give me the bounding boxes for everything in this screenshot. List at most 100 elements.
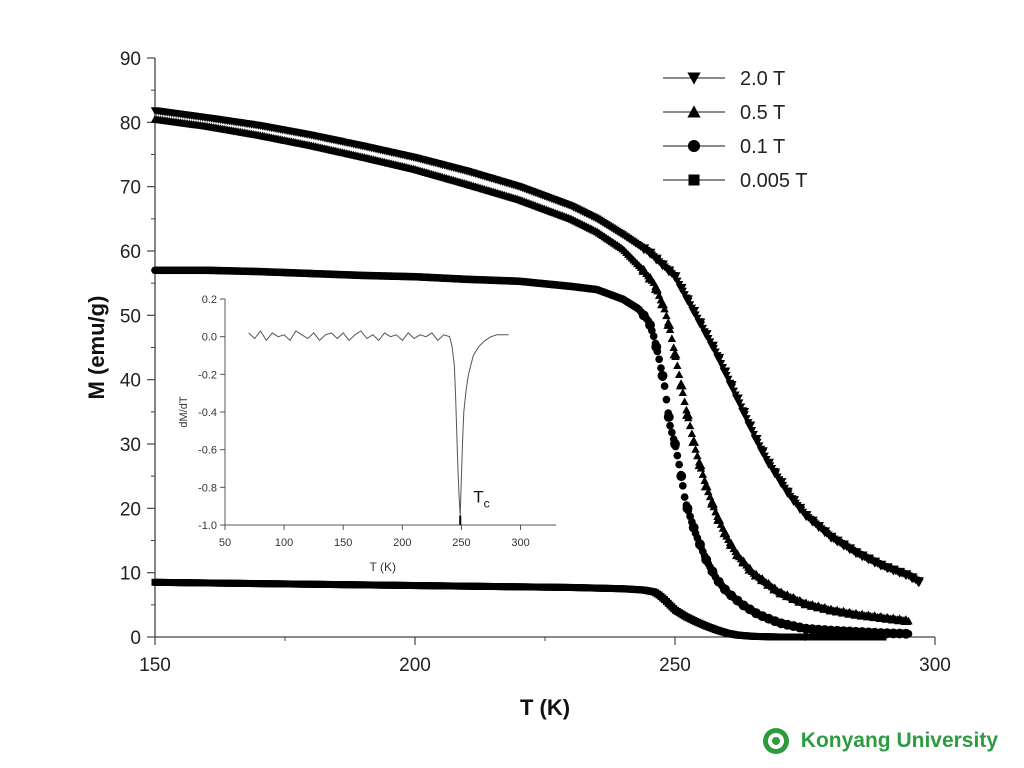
data-point: [724, 375, 733, 384]
data-point: [825, 532, 837, 543]
data-point: [667, 334, 677, 342]
legend-item: 2.0 T: [663, 68, 785, 90]
inset-x-tick-label: 250: [452, 537, 470, 549]
inset-chart: -1.0 -0.8 -0.6 -0.4 -0.2 0.0 0.2 50 100 150 200 250…: [178, 294, 556, 574]
y-tick-label: 30: [120, 435, 141, 456]
footer-brand: Konyang University: [762, 728, 998, 754]
data-point: [749, 430, 758, 439]
data-point: [831, 536, 843, 547]
inset-x-tick-label: 150: [334, 537, 352, 549]
data-point: [691, 445, 700, 453]
data-point: [688, 306, 700, 317]
data-point: [788, 496, 799, 507]
legend-marker: [687, 139, 701, 153]
data-point: [800, 511, 812, 522]
series-3: [151, 578, 887, 641]
y-tick-label: 80: [120, 113, 141, 134]
data-point: [693, 451, 702, 460]
data-point: [763, 458, 774, 469]
data-point: [707, 341, 718, 352]
inset-y-tick-label: -0.6: [198, 445, 217, 457]
data-point: [638, 264, 650, 275]
data-point: [700, 480, 712, 491]
data-point: [694, 318, 706, 329]
data-point: [675, 283, 687, 294]
data-point: [688, 522, 699, 533]
data-point: [673, 451, 682, 460]
data-point: [673, 361, 682, 370]
data-point: [669, 272, 681, 283]
data-point: [695, 539, 705, 550]
data-point: [665, 325, 675, 333]
data-point: [651, 341, 662, 352]
data-point: [663, 318, 675, 329]
data-point: [670, 439, 680, 449]
data-point: [763, 578, 774, 589]
data-point: [744, 421, 756, 432]
data-point: [645, 320, 655, 330]
data-point: [775, 478, 787, 488]
data-point: [644, 272, 656, 283]
data-point: [844, 544, 856, 555]
data-point: [912, 577, 924, 588]
university-name: Konyang University: [800, 729, 998, 752]
data-point: [838, 540, 849, 551]
data-point: [736, 403, 746, 412]
data-point: [850, 548, 862, 559]
data-point: [707, 566, 718, 577]
data-point: [707, 497, 718, 508]
y-axis-title: M (emu/g): [84, 296, 109, 400]
data-point: [769, 468, 781, 479]
data-point: [682, 503, 693, 514]
data-point: [725, 538, 737, 549]
data-point: [698, 470, 708, 478]
data-point: [701, 554, 712, 565]
data-point: [806, 516, 818, 527]
data-point: [675, 379, 687, 390]
series-1: [150, 114, 913, 626]
legend-item: 0.005 T: [663, 170, 807, 192]
data-point: [800, 598, 812, 609]
data-point: [879, 633, 887, 641]
data-point: [900, 628, 911, 639]
data-point: [700, 330, 712, 341]
y-tick-label: 70: [120, 178, 141, 199]
data-point: [756, 574, 768, 585]
legend-marker: [687, 72, 701, 85]
x-tick-label: 300: [919, 655, 951, 676]
data-point: [650, 282, 662, 293]
data-point: [750, 569, 762, 580]
data-point: [813, 521, 824, 532]
data-point: [713, 576, 724, 587]
inset-x-tick-label: 300: [511, 537, 529, 549]
inset-x-tick-label: 200: [393, 537, 411, 549]
data-point: [682, 295, 693, 306]
inset-x-tick-label: 100: [275, 537, 293, 549]
data-point: [900, 615, 912, 626]
tc-annotation-subscript: c: [484, 496, 490, 510]
inset-y-tick-label: 0.2: [202, 294, 217, 306]
data-point: [781, 487, 793, 498]
data-point: [738, 407, 750, 418]
data-point: [906, 573, 918, 584]
data-point: [680, 493, 689, 501]
data-point: [680, 397, 689, 406]
legend-label: 0.5 T: [740, 102, 785, 124]
inset-y-tick-label: -0.4: [198, 407, 217, 419]
data-point: [675, 460, 684, 469]
legend-label: 0.005 T: [740, 170, 807, 192]
data-point: [644, 248, 656, 259]
y-tick-label: 60: [120, 242, 141, 263]
data-point: [813, 601, 824, 612]
data-point: [687, 429, 697, 438]
legend-marker: [688, 174, 700, 186]
inset-y-axis-title: dM/dT: [178, 396, 190, 427]
data-point: [662, 311, 671, 320]
inset-x-tick-label: 50: [219, 537, 231, 549]
data-point: [663, 266, 675, 277]
data-point: [688, 436, 700, 446]
data-point: [725, 380, 737, 391]
data-point: [732, 549, 743, 560]
